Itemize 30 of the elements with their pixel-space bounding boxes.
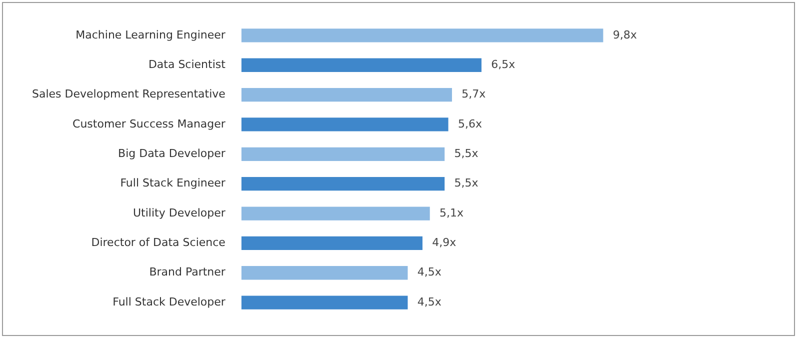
data-label: 4,9x — [432, 236, 457, 250]
y-tick-label: Utility Developer — [133, 206, 226, 220]
y-tick-label: Director of Data Science — [91, 236, 226, 250]
y-tick-label: Full Stack Developer — [112, 295, 226, 308]
y-tick-label: Machine Learning Engineer — [76, 28, 226, 42]
bar — [241, 236, 422, 250]
y-tick-label: Sales Development Representative — [32, 88, 226, 101]
bar — [241, 118, 448, 132]
y-tick-label: Full Stack Engineer — [120, 176, 226, 190]
bar — [241, 177, 445, 191]
data-label: 4,5x — [417, 295, 442, 308]
y-tick-label: Big Data Developer — [118, 147, 226, 160]
data-label: 5,1x — [440, 206, 464, 220]
bar — [241, 88, 452, 102]
data-label: 5,5x — [454, 147, 479, 160]
bar — [241, 206, 430, 220]
bar — [241, 28, 604, 42]
data-label: 9,8x — [612, 28, 638, 42]
bar — [241, 296, 408, 310]
bar — [241, 58, 482, 72]
data-label: 6,5x — [491, 58, 516, 71]
data-label: 5,5x — [454, 176, 479, 190]
y-tick-label: Customer Success Manager — [72, 117, 226, 130]
bar — [241, 147, 445, 161]
data-label: 5,6x — [458, 117, 482, 130]
data-label: 4,5x — [417, 266, 442, 279]
y-tick-label: Brand Partner — [149, 266, 226, 279]
y-tick-label: Data Scientist — [148, 58, 226, 71]
data-label: 5,7x — [462, 88, 486, 101]
bar — [241, 266, 408, 280]
